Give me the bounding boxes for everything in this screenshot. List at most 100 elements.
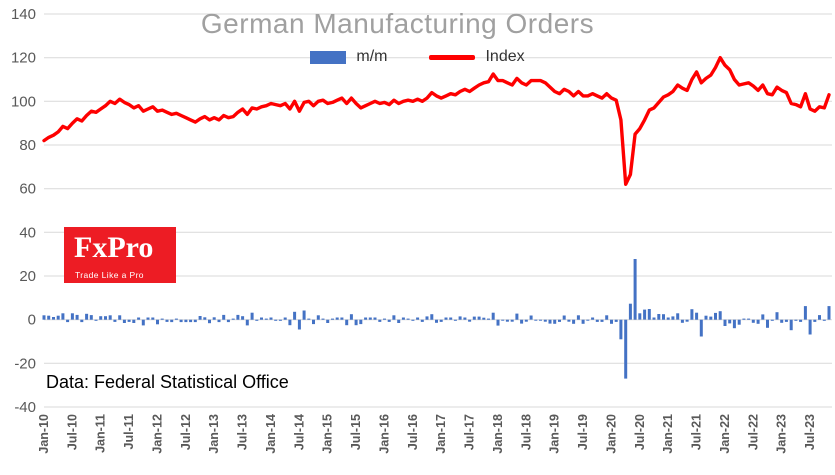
mm-bar [321, 318, 325, 320]
mm-bar [794, 319, 798, 321]
mm-bar [146, 317, 150, 320]
mm-bar [751, 319, 755, 323]
mm-bar [174, 318, 178, 320]
x-axis-label: Jan-21 [661, 414, 675, 454]
mm-bar [813, 319, 817, 322]
mm-bar [453, 319, 457, 321]
mm-bar [373, 317, 377, 320]
mm-bar [85, 313, 89, 320]
mm-bar [104, 316, 107, 320]
x-axis-label: Jan-15 [321, 414, 335, 454]
x-axis-label: Jul-15 [349, 414, 363, 450]
mm-bar [165, 319, 169, 322]
mm-bar [524, 319, 528, 322]
mm-bar [397, 319, 401, 323]
mm-bar [439, 319, 443, 322]
mm-bar [293, 311, 297, 320]
mm-bar [302, 310, 306, 320]
mm-bar [94, 319, 98, 321]
mm-bar [808, 319, 812, 335]
mm-bar [463, 317, 467, 320]
mm-bar [349, 314, 353, 320]
mm-bar [799, 319, 803, 322]
mm-bar [572, 319, 576, 324]
mm-bar [193, 319, 197, 323]
mm-bar [600, 319, 604, 322]
mm-bar [132, 319, 136, 323]
x-axis-label: Jan-10 [37, 414, 51, 454]
mm-bar [714, 312, 717, 320]
mm-bar [274, 319, 278, 321]
mm-bar [141, 319, 145, 326]
legend-label-mm: m/m [356, 48, 388, 65]
mm-bar [614, 319, 618, 322]
mm-bar [113, 319, 117, 322]
mm-bar [652, 317, 656, 320]
mm-legend-swatch-icon [310, 50, 347, 64]
mm-bar [766, 319, 769, 328]
mm-bar [425, 316, 429, 320]
mm-bar [137, 317, 141, 320]
x-axis-label: Jul-20 [633, 414, 647, 450]
mm-bar [47, 315, 51, 320]
mm-bar [534, 319, 538, 321]
mm-bar [401, 317, 405, 320]
mm-bar [203, 317, 207, 320]
mm-bar [335, 317, 339, 320]
y-axis-label: -20 [14, 355, 36, 372]
mm-bar [704, 315, 708, 320]
index-legend-swatch-icon [429, 54, 476, 60]
mm-bar [52, 317, 55, 320]
y-axis-label: 120 [11, 50, 36, 67]
mm-bar [435, 319, 438, 323]
mm-bar [354, 319, 358, 326]
x-axis-label: Jan-19 [548, 414, 562, 454]
mm-bar [420, 319, 424, 322]
mm-bar [723, 319, 727, 326]
mm-bar [316, 315, 320, 320]
mm-bar [728, 319, 732, 324]
mm-bar [756, 319, 760, 324]
y-axis-label: 80 [19, 137, 36, 154]
x-axis-label: Jul-23 [803, 414, 817, 450]
mm-bar [576, 315, 580, 320]
x-axis-label: Jul-13 [236, 414, 250, 450]
mm-bar [543, 319, 547, 322]
mm-bar [789, 319, 793, 331]
mm-bar [633, 259, 637, 320]
mm-bar [666, 317, 670, 320]
mm-bar [61, 313, 65, 320]
mm-bar [444, 317, 448, 320]
x-axis-label: Jan-14 [264, 414, 278, 454]
mm-bar [255, 319, 259, 321]
mm-bar [638, 313, 642, 320]
mm-bar [226, 319, 230, 323]
mm-bar [99, 316, 103, 320]
mm-bar [250, 312, 254, 320]
mm-bar [496, 319, 500, 326]
mm-bar [326, 319, 330, 323]
mm-bar [662, 314, 665, 320]
mm-bar [217, 319, 221, 323]
mm-bar [775, 312, 779, 320]
x-axis-label: Jul-19 [576, 414, 590, 450]
mm-bar [368, 317, 372, 320]
mm-bar [269, 317, 273, 320]
mm-bar [780, 319, 784, 323]
mm-bar [387, 319, 391, 322]
mm-bar [477, 316, 481, 320]
mm-bar [501, 319, 505, 321]
mm-bar [581, 319, 585, 324]
mm-bar [127, 319, 131, 322]
mm-bar [108, 315, 112, 320]
mm-bar [260, 317, 263, 320]
mm-bar [184, 319, 188, 323]
mm-bar [411, 319, 415, 321]
mm-bar [208, 319, 211, 324]
mm-bar [345, 319, 349, 326]
legend: m/m Index [0, 48, 835, 66]
mm-bar [312, 319, 315, 325]
mm-bar [803, 306, 807, 320]
x-axis-label: Jan-17 [434, 414, 448, 454]
mm-bar [288, 319, 292, 326]
